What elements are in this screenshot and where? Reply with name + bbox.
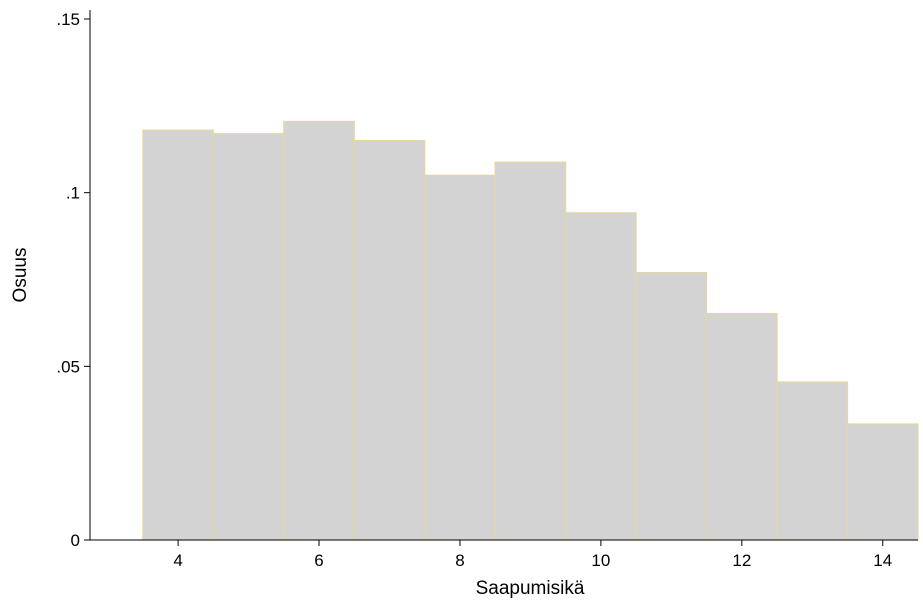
y-tick-label: 0 — [71, 531, 80, 550]
histogram-bar-11 — [635, 271, 708, 541]
y-tick-label: .05 — [56, 357, 80, 376]
histogram-bar-5 — [212, 133, 285, 541]
y-tick-label: .1 — [66, 184, 80, 203]
x-tick-label: 10 — [591, 551, 610, 570]
x-tick-label: 8 — [455, 551, 464, 570]
histogram-bar-4 — [142, 129, 214, 541]
histogram-bar-8 — [424, 174, 496, 541]
histogram-bar-14 — [846, 423, 919, 541]
histogram-bar-9 — [494, 161, 567, 541]
x-tick-label: 6 — [314, 551, 323, 570]
histogram-bar-6 — [283, 120, 355, 541]
histogram-bar-7 — [353, 139, 426, 541]
x-tick-label: 12 — [732, 551, 751, 570]
x-axis-title: Saapumisikä — [476, 578, 585, 599]
y-axis-ticks: 0 .05 .1 .15 — [56, 10, 90, 550]
bars-group — [142, 120, 919, 541]
x-tick-label: 14 — [873, 551, 892, 570]
x-tick-label: 4 — [173, 551, 182, 570]
y-axis-title: Osuus — [10, 248, 31, 303]
x-axis-ticks: 4 6 8 10 12 14 — [173, 540, 892, 570]
y-tick-label: .15 — [56, 10, 80, 29]
histogram-bar-12 — [705, 312, 778, 541]
histogram-bar-13 — [776, 381, 849, 541]
histogram-bar-10 — [565, 212, 637, 541]
